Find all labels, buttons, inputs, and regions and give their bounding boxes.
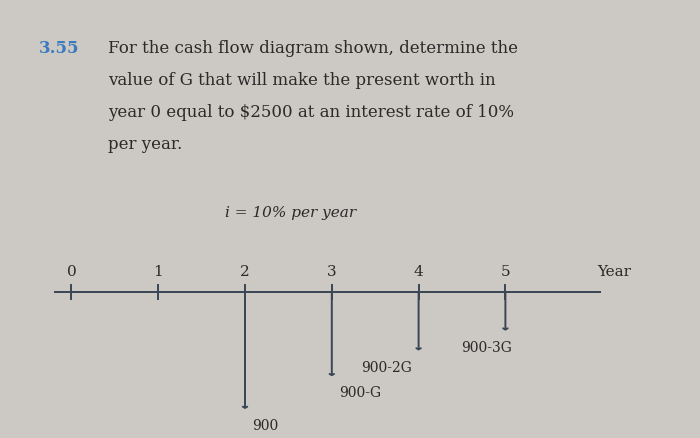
Text: per year.: per year.: [108, 135, 183, 152]
Text: For the cash flow diagram shown, determine the: For the cash flow diagram shown, determi…: [108, 39, 519, 57]
Text: 900-G: 900-G: [339, 385, 381, 399]
Text: 5: 5: [500, 264, 510, 278]
Text: 3: 3: [327, 264, 337, 278]
Text: year 0 equal to $2500 at an interest rate of 10%: year 0 equal to $2500 at an interest rat…: [108, 103, 514, 120]
Text: i = 10% per year: i = 10% per year: [225, 206, 356, 220]
Text: 1: 1: [153, 264, 163, 278]
Text: 4: 4: [414, 264, 424, 278]
Text: 0: 0: [66, 264, 76, 278]
Text: 900-2G: 900-2G: [360, 360, 412, 374]
Text: 900-3G: 900-3G: [461, 340, 512, 354]
Text: 3.55: 3.55: [38, 39, 79, 57]
Text: 2: 2: [240, 264, 250, 278]
Text: 900: 900: [252, 418, 278, 432]
Text: Year: Year: [597, 264, 631, 278]
Text: value of G that will make the present worth in: value of G that will make the present wo…: [108, 71, 496, 88]
